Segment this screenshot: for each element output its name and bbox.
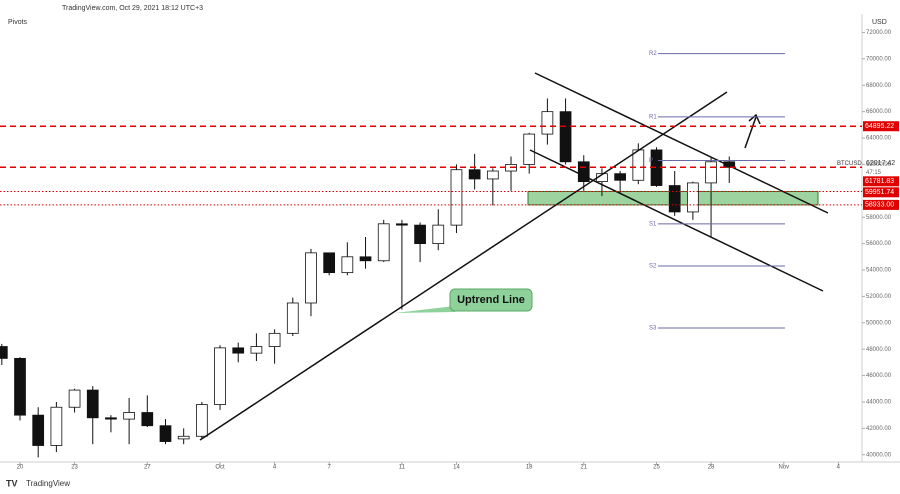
candle-body — [32, 414, 45, 446]
footer-logo: TradingView — [26, 479, 70, 488]
candle-body — [559, 111, 572, 163]
y-tick-label: 58000.00 — [866, 215, 892, 221]
pivot-label: R2 — [649, 51, 657, 57]
candle-body — [396, 223, 408, 226]
candle-body — [232, 347, 245, 354]
footer-mark: TV — [6, 478, 18, 488]
y-tick-label: 64000.00 — [866, 136, 892, 142]
candle-body — [687, 182, 699, 213]
y-tick-label: 52000.00 — [866, 294, 892, 300]
candle-body — [68, 389, 81, 408]
candle-body — [614, 173, 626, 181]
last-price-label: 62017.42 — [866, 160, 895, 167]
level-tag-label: 59951.74 — [865, 189, 894, 196]
candle-body — [196, 404, 208, 437]
candle-body — [50, 406, 63, 446]
y-tick-label: 66000.00 — [866, 109, 892, 115]
level-tag — [863, 121, 899, 132]
candle-body — [177, 435, 190, 440]
x-tick-label: 14 — [453, 465, 460, 471]
channel-lower — [529, 149, 824, 292]
candle-body — [305, 252, 317, 304]
arrow-head — [748, 113, 761, 125]
y-tick-label: 40000.00 — [866, 452, 892, 458]
x-tick-label: 25 — [653, 465, 660, 471]
y-tick-label: 42000.00 — [866, 426, 892, 432]
candle-body — [450, 169, 463, 226]
candle-body — [632, 149, 645, 181]
candle-body — [86, 389, 99, 419]
candle-body — [214, 347, 226, 405]
level-tag-label: 61781.83 — [865, 178, 894, 185]
level-tag — [863, 187, 899, 198]
y-tick-label: 54000.00 — [866, 268, 892, 274]
candle-body — [468, 169, 481, 180]
x-tick-label: 28 — [708, 465, 715, 471]
y-tick-label: 70000.00 — [866, 56, 892, 62]
y-tick-label: 46000.00 — [866, 373, 892, 379]
candle-body — [523, 133, 536, 165]
candle-body — [541, 111, 554, 135]
indicator-name: Pivots — [8, 19, 28, 26]
channel-upper — [534, 72, 829, 214]
x-tick-label: 27 — [144, 465, 151, 471]
level-tag — [863, 176, 899, 187]
candle-body — [414, 224, 426, 245]
candle-body — [432, 224, 445, 245]
candle-body — [105, 417, 117, 420]
pivot-label: S2 — [649, 264, 657, 270]
candle-body — [577, 161, 590, 182]
candle-body — [159, 425, 172, 442]
candle-body — [250, 346, 263, 354]
symbol-label: BTCUSD — [837, 161, 862, 167]
candle-body — [286, 302, 299, 334]
arrow — [744, 116, 757, 149]
candle-body — [723, 161, 736, 168]
candle-body — [0, 346, 8, 359]
x-tick-label: 18 — [526, 465, 533, 471]
candle-body — [668, 185, 681, 213]
candle-body — [14, 358, 26, 416]
countdown-label: 47:15 — [866, 170, 882, 176]
level-tag-label: 58933.00 — [865, 202, 894, 209]
candle-body — [486, 170, 499, 180]
y-tick-label: 44000.00 — [866, 400, 892, 406]
candle-body — [268, 332, 281, 347]
candle-body — [123, 412, 135, 420]
x-tick-label: 4 — [837, 465, 841, 471]
x-tick-label: 21 — [580, 465, 587, 471]
callout-text: Uptrend Line — [457, 294, 525, 306]
callout-box — [449, 288, 533, 312]
y-tick-label: 72000.00 — [866, 30, 892, 36]
y-tick-label: 56000.00 — [866, 241, 892, 247]
currency: USD — [872, 19, 887, 26]
x-tick-label: 4 — [273, 465, 277, 471]
uptrend-line — [199, 91, 728, 441]
level-tag — [863, 199, 899, 210]
candle-body — [141, 412, 154, 427]
header: TradingView.com, Oct 29, 2021 18:12 UTC+… — [62, 5, 203, 12]
pivot-label: S1 — [649, 221, 657, 227]
level-tag-label: 64895.22 — [865, 123, 894, 130]
x-tick-label: Oct — [215, 465, 225, 471]
callout-pointer — [395, 306, 455, 313]
candle-body — [377, 223, 390, 262]
y-tick-label: 62000.00 — [866, 162, 892, 168]
y-tick-label: 48000.00 — [866, 347, 892, 353]
y-tick-label: 68000.00 — [866, 83, 892, 89]
candle-body — [705, 161, 717, 184]
pivot-label: S3 — [649, 326, 657, 332]
x-tick-label: 11 — [399, 465, 406, 471]
candle-body — [323, 252, 336, 274]
candle-body — [359, 256, 372, 262]
x-tick-label: 23 — [71, 465, 78, 471]
x-tick-label: 20 — [17, 465, 24, 471]
y-tick-label: 50000.00 — [866, 320, 892, 326]
pivot-label: R1 — [649, 115, 657, 121]
candle-body — [341, 256, 354, 274]
x-tick-label: Nov — [778, 465, 789, 471]
pivot-label: P — [649, 158, 653, 164]
x-tick-label: 7 — [327, 465, 331, 471]
